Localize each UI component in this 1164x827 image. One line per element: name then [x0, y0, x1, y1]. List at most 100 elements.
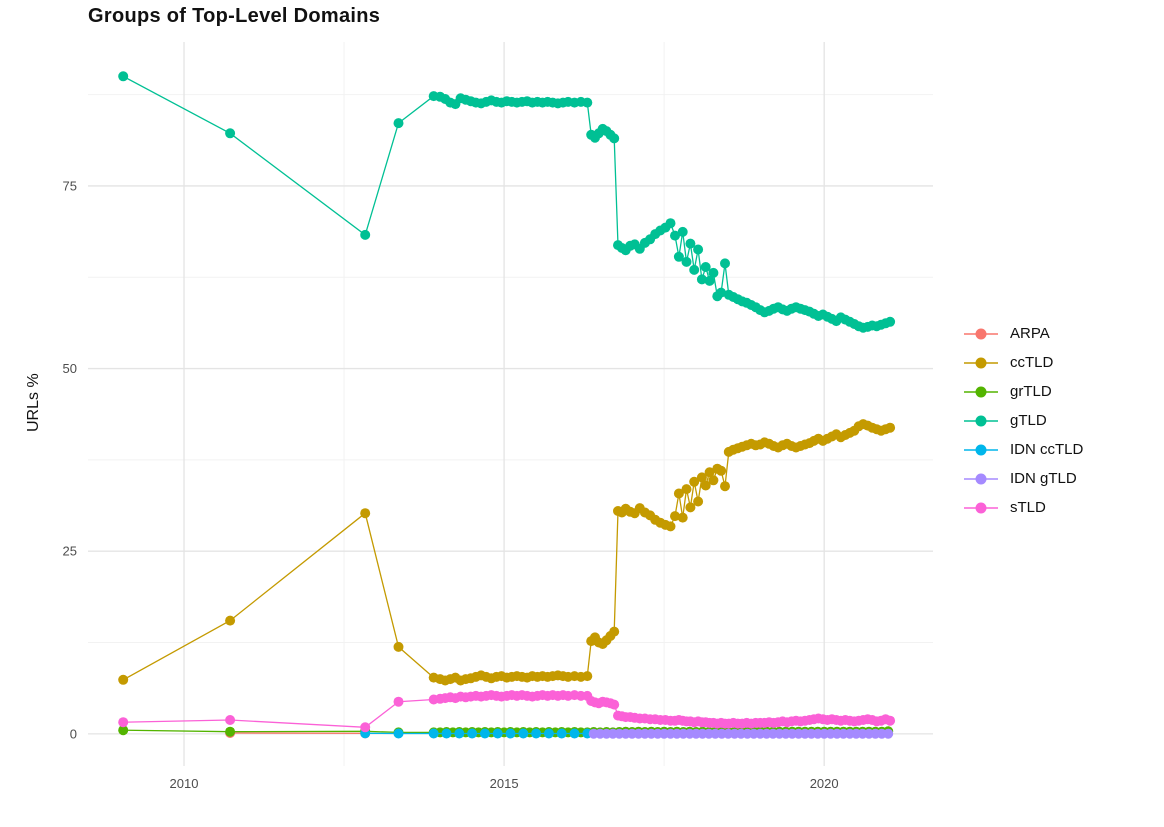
- y-tick-label: 0: [70, 726, 77, 741]
- data-point-cctld: [716, 465, 727, 476]
- legend-label: ccTLD: [1010, 354, 1054, 371]
- data-point-cctld: [677, 512, 688, 523]
- legend: ARPA ccTLD grTLD gTLD IDN ccTLD IDN gTLD sTLD: [962, 319, 1083, 522]
- y-tick-label: 50: [63, 361, 77, 376]
- legend-key-dot: [975, 328, 987, 339]
- legend-key-icon: [964, 357, 998, 368]
- data-point-cctld: [670, 511, 680, 522]
- data-point-grtld: [225, 726, 236, 737]
- legend-item-idn-cctld: IDN ccTLD: [962, 435, 1083, 464]
- data-point-stld: [360, 722, 371, 733]
- data-point-gtld: [665, 218, 676, 229]
- legend-key-icon: [964, 444, 998, 455]
- legend-key-icon: [964, 328, 998, 339]
- data-point-idn-cctld: [505, 728, 516, 739]
- data-point-gtld: [885, 316, 896, 327]
- data-point-idn-cctld: [492, 728, 503, 739]
- legend-label: ARPA: [1010, 325, 1050, 342]
- data-point-cctld: [704, 467, 715, 478]
- data-point-cctld: [685, 502, 696, 513]
- data-point-cctld: [609, 626, 620, 637]
- data-point-gtld: [693, 244, 704, 255]
- data-point-stld: [609, 699, 620, 710]
- data-point-gtld: [681, 256, 692, 267]
- data-point-gtld: [609, 133, 620, 144]
- data-point-cctld: [681, 484, 692, 495]
- data-point-gtld: [685, 238, 696, 249]
- data-point-idn-cctld: [454, 728, 465, 739]
- data-point-grtld: [118, 725, 129, 736]
- data-point-cctld: [665, 521, 676, 532]
- legend-item-cctld: ccTLD: [962, 348, 1083, 377]
- legend-label: sTLD: [1010, 499, 1046, 516]
- data-point-idn-cctld: [467, 728, 478, 739]
- legend-item-idn-gtld: IDN gTLD: [962, 464, 1083, 493]
- data-point-gtld: [689, 264, 700, 275]
- data-point-idn-cctld: [543, 728, 554, 739]
- data-point-cctld: [689, 476, 700, 487]
- legend-key-dot: [975, 357, 987, 368]
- legend-item-stld: sTLD: [962, 493, 1083, 522]
- data-point-cctld: [708, 475, 719, 486]
- legend-item-gtld: gTLD: [962, 406, 1083, 435]
- legend-label: grTLD: [1010, 383, 1052, 400]
- data-point-stld: [118, 717, 129, 728]
- legend-label: IDN ccTLD: [1010, 441, 1084, 458]
- data-point-cctld: [360, 508, 371, 519]
- data-point-gtld: [118, 71, 129, 82]
- data-point-idn-cctld: [531, 728, 542, 739]
- legend-key-dot: [975, 444, 987, 455]
- data-point-cctld: [720, 481, 730, 492]
- data-point-idn-cctld: [569, 728, 580, 739]
- data-point-stld: [225, 715, 236, 725]
- legend-item-grtld: grTLD: [962, 377, 1083, 406]
- y-tick-label: 25: [63, 544, 77, 559]
- data-point-cctld: [582, 671, 593, 682]
- data-point-gtld: [393, 118, 404, 129]
- legend-label: gTLD: [1010, 412, 1047, 429]
- data-point-cctld: [693, 496, 704, 507]
- data-point-stld: [393, 696, 404, 707]
- legend-key-dot: [975, 502, 987, 513]
- data-point-stld: [885, 715, 896, 726]
- x-tick-label: 2010: [170, 776, 199, 791]
- legend-key-icon: [964, 386, 998, 397]
- data-point-gtld: [696, 274, 707, 285]
- data-point-gtld: [225, 128, 236, 139]
- data-point-gtld: [677, 226, 688, 237]
- data-point-cctld: [696, 472, 707, 483]
- data-point-idn-cctld: [428, 728, 439, 739]
- data-point-cctld: [393, 641, 404, 652]
- legend-key-icon: [964, 415, 998, 426]
- data-point-gtld: [673, 251, 684, 262]
- legend-key-dot: [975, 386, 987, 397]
- series-line-gtld: [122, 75, 891, 329]
- data-point-cctld: [118, 674, 129, 685]
- data-point-gtld: [700, 262, 711, 272]
- data-point-idn-gtld: [883, 728, 894, 739]
- data-point-idn-cctld: [441, 728, 452, 739]
- data-point-idn-cctld: [393, 728, 404, 739]
- data-point-cctld: [885, 422, 896, 433]
- data-point-gtld: [708, 267, 719, 278]
- legend-key-icon: [964, 502, 998, 513]
- legend-item-arpa: ARPA: [962, 319, 1083, 348]
- data-point-gtld: [720, 258, 730, 269]
- data-point-gtld: [704, 275, 715, 286]
- y-tick-label: 75: [63, 178, 77, 193]
- legend-key-dot: [975, 415, 987, 426]
- legend-key-icon: [964, 473, 998, 484]
- data-point-idn-cctld: [556, 728, 567, 739]
- legend-label: IDN gTLD: [1010, 470, 1077, 487]
- data-point-idn-cctld: [479, 728, 490, 739]
- x-tick-label: 2020: [810, 776, 839, 791]
- data-point-gtld: [360, 229, 371, 240]
- data-point-cctld: [673, 488, 684, 499]
- data-point-idn-cctld: [518, 728, 529, 739]
- data-point-gtld: [582, 97, 593, 108]
- data-point-cctld: [700, 480, 711, 491]
- chart-title: Groups of Top-Level Domains: [88, 5, 381, 27]
- data-point-gtld: [716, 287, 727, 298]
